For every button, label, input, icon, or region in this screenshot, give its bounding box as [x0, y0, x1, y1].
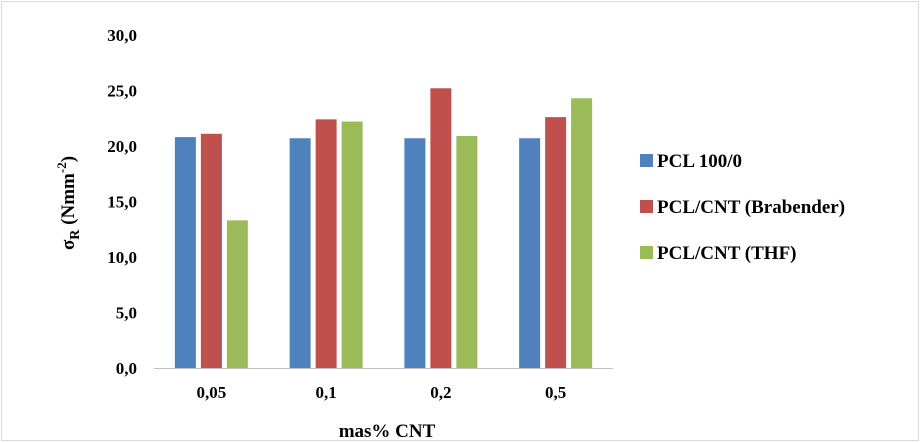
y-tick-label: 10,0 [107, 248, 137, 267]
y-tick-label: 15,0 [107, 193, 137, 212]
bar-pcl-cnt-thf-0 [226, 220, 248, 368]
y-tick-label: 0,0 [116, 359, 137, 378]
bar-pcl-cnt-thf-3 [571, 98, 593, 369]
y-axis-unit: (Nmm [58, 173, 79, 230]
x-tick-label: 0,5 [545, 383, 566, 402]
bar-pcl-cnt-brabender-2 [430, 88, 452, 368]
legend-label: PCL/CNT (THF) [657, 243, 797, 264]
bar-pcl-100-0-3 [519, 138, 541, 368]
bar-pcl-cnt-brabender-3 [545, 117, 567, 368]
y-axis-symbol: σ [58, 239, 79, 250]
svg-text:σR (Nmm-2): σR (Nmm-2) [54, 156, 83, 250]
bar-pcl-cnt-thf-2 [456, 136, 478, 368]
y-axis-title: σR (Nmm-2) [54, 156, 83, 250]
legend-label: PCL/CNT (Brabender) [657, 197, 845, 218]
bar-pcl-cnt-brabender-0 [200, 133, 222, 368]
legend-label: PCL 100/0 [657, 151, 742, 172]
bar-pcl-100-0-2 [404, 138, 426, 368]
legend-swatch [640, 246, 653, 259]
bar-pcl-cnt-thf-1 [341, 121, 363, 368]
y-axis-superscript: -2 [54, 162, 69, 173]
y-axis-subscript: R [68, 229, 83, 240]
bar-pcl-100-0-0 [174, 137, 196, 368]
y-tick-label: 20,0 [107, 137, 137, 156]
bar-pcl-cnt-brabender-1 [315, 119, 337, 368]
legend-swatch [640, 200, 653, 213]
plot-area: 0,0 5,0 10,0 15,0 20,0 25,0 30,0 0,05 0,1 0,2 0,5 [107, 26, 613, 402]
x-axis-title: mas% CNT [339, 421, 436, 442]
x-tick-label: 0,2 [430, 383, 451, 402]
legend-swatch [640, 154, 653, 167]
bar-pcl-100-0-1 [289, 138, 311, 368]
x-tick-label: 0,05 [197, 383, 227, 402]
x-tick-label: 0,1 [316, 383, 337, 402]
y-tick-label: 25,0 [107, 82, 137, 101]
y-tick-label: 30,0 [107, 26, 137, 45]
y-axis-close-paren: ) [58, 156, 79, 162]
legend: PCL 100/0 PCL/CNT (Brabender) PCL/CNT (THF… [640, 151, 845, 264]
y-tick-label: 5,0 [116, 304, 137, 323]
